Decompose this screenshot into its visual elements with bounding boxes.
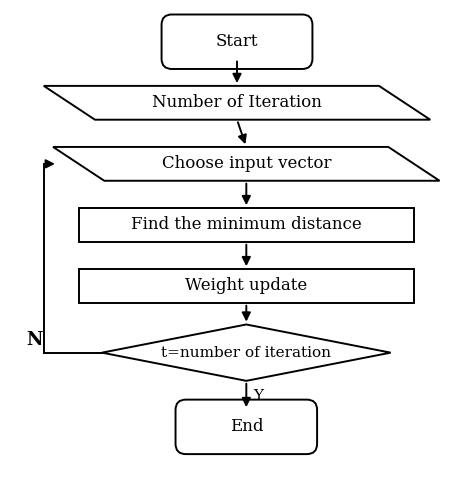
Text: Find the minimum distance: Find the minimum distance bbox=[131, 217, 362, 233]
Bar bbox=[79, 208, 414, 242]
Polygon shape bbox=[102, 325, 391, 381]
Bar bbox=[79, 269, 414, 303]
Text: Weight update: Weight update bbox=[185, 277, 308, 294]
Text: Choose input vector: Choose input vector bbox=[162, 155, 331, 173]
Text: Y: Y bbox=[253, 390, 263, 403]
Polygon shape bbox=[44, 86, 430, 120]
Text: Start: Start bbox=[216, 33, 258, 50]
FancyBboxPatch shape bbox=[162, 14, 312, 69]
Text: t=number of iteration: t=number of iteration bbox=[161, 346, 331, 359]
FancyBboxPatch shape bbox=[175, 400, 317, 454]
Text: End: End bbox=[229, 418, 263, 435]
Polygon shape bbox=[53, 147, 439, 181]
Text: N: N bbox=[26, 331, 43, 349]
Text: Number of Iteration: Number of Iteration bbox=[152, 94, 322, 111]
